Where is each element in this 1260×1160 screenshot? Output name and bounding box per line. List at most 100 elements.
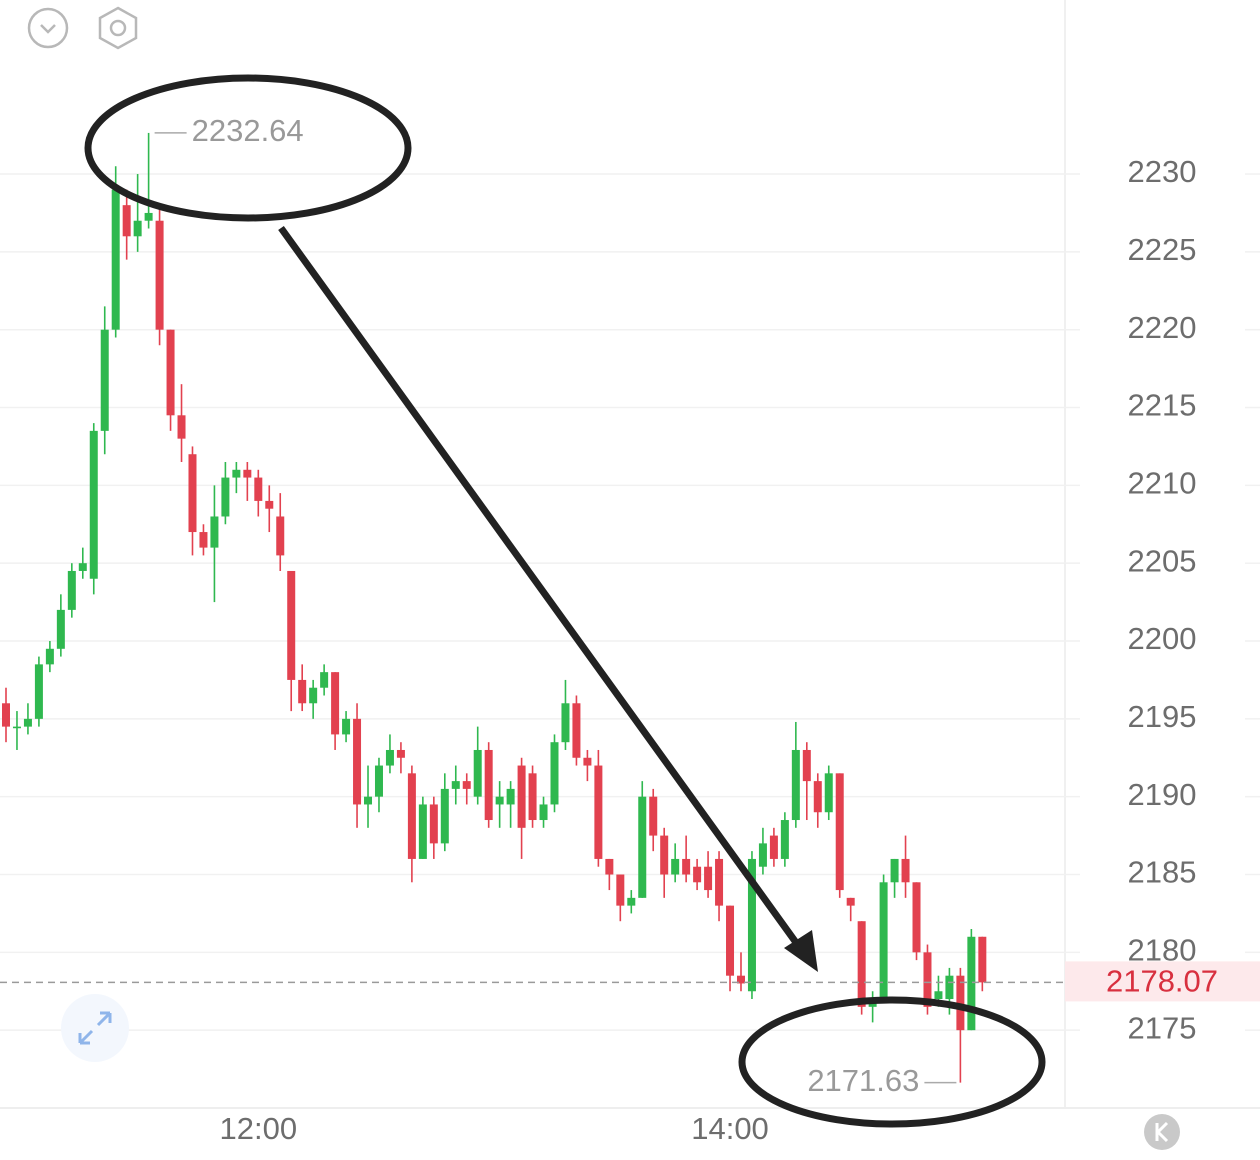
candle-body xyxy=(45,648,54,665)
collapse-icon[interactable] xyxy=(27,7,69,49)
candle-body xyxy=(726,905,735,976)
candle-body xyxy=(320,672,329,688)
candles xyxy=(2,132,987,1083)
y-tick-label: 2195 xyxy=(1128,699,1197,734)
candle-body xyxy=(34,664,43,719)
candle-body xyxy=(495,796,504,805)
candle-body xyxy=(857,921,866,1007)
candle-body xyxy=(791,749,800,821)
candle-body xyxy=(660,835,669,875)
candle-body xyxy=(923,952,932,1007)
candle-body xyxy=(715,858,724,906)
expand-bg xyxy=(61,994,129,1062)
arrow-shaft xyxy=(278,225,808,958)
candle-body xyxy=(353,718,362,805)
candle-body xyxy=(802,749,811,782)
y-tick-label: 2205 xyxy=(1128,543,1197,578)
candle-body xyxy=(638,796,647,898)
candle-body xyxy=(473,749,482,797)
candle-body xyxy=(276,516,285,556)
candle-body xyxy=(594,765,603,859)
arrow-head xyxy=(784,930,818,972)
candle-body xyxy=(616,874,625,906)
candle-body xyxy=(967,936,976,1031)
chevron xyxy=(40,24,56,34)
candle-body xyxy=(309,687,318,704)
last-price-box xyxy=(1065,961,1260,1002)
annotations xyxy=(84,74,1046,1128)
candle-body xyxy=(67,570,76,610)
candle-body xyxy=(758,843,767,867)
y-tick-label: 2230 xyxy=(1128,154,1197,189)
candle-body xyxy=(671,858,680,875)
candle-body xyxy=(56,609,65,649)
candle-body xyxy=(824,773,833,813)
candle-body xyxy=(385,749,394,766)
high-marker-label: 2232.64 xyxy=(192,113,304,148)
candle-body xyxy=(210,516,219,548)
toolbar xyxy=(27,6,138,50)
candle-body xyxy=(704,866,713,891)
expand-icon xyxy=(78,1011,112,1045)
candle-body xyxy=(813,781,822,813)
expand-button[interactable] xyxy=(61,994,129,1062)
candle-body xyxy=(396,749,405,758)
candle-body xyxy=(440,788,449,844)
candle-body xyxy=(374,765,383,797)
candle-body xyxy=(78,563,87,571)
candle-body xyxy=(517,765,526,828)
candle-body xyxy=(780,820,789,859)
candle-body xyxy=(769,835,778,859)
k-icon xyxy=(1155,1121,1169,1143)
low-circle xyxy=(738,996,1046,1128)
candle-body xyxy=(23,718,32,727)
candle-body xyxy=(846,897,855,906)
candle-body xyxy=(484,749,493,821)
candle-body xyxy=(561,703,570,743)
candle-body xyxy=(2,703,10,727)
candle-body xyxy=(890,858,899,883)
candle-body xyxy=(956,975,965,1031)
candle-body xyxy=(111,189,120,330)
candle-body xyxy=(287,570,296,680)
candle-body xyxy=(736,975,745,984)
candle-body xyxy=(429,804,438,844)
candle-body xyxy=(627,897,636,906)
y-tick-label: 2225 xyxy=(1128,232,1197,267)
candle-body xyxy=(693,866,702,883)
k-button[interactable] xyxy=(1144,1114,1180,1150)
candle-body xyxy=(232,469,241,478)
high-circle xyxy=(84,74,412,222)
candle-body xyxy=(364,796,373,805)
candle-body xyxy=(12,726,21,729)
candle-body xyxy=(342,718,351,735)
y-tick-label: 2190 xyxy=(1128,777,1197,812)
candle-body xyxy=(331,672,340,735)
candle-body xyxy=(133,220,142,237)
candle-body xyxy=(144,212,153,221)
candle-body xyxy=(835,773,844,891)
y-tick-label: 2210 xyxy=(1128,466,1197,501)
candle-body xyxy=(155,220,164,330)
candle-body xyxy=(583,757,592,766)
candle-body xyxy=(221,477,230,517)
candle-body xyxy=(407,773,416,859)
settings-icon[interactable] xyxy=(98,6,138,50)
candle-body xyxy=(605,858,614,875)
settings-dot xyxy=(109,19,127,37)
candle-body xyxy=(177,415,186,439)
low-marker-label: 2171.63 xyxy=(807,1063,919,1098)
candle-body xyxy=(572,703,581,758)
candle-body xyxy=(199,532,208,548)
candle-body xyxy=(89,430,98,579)
candle-body xyxy=(682,858,691,875)
candle-body xyxy=(418,804,427,859)
candle-body xyxy=(188,454,197,533)
y-tick-label: 2200 xyxy=(1128,621,1197,656)
candle-body xyxy=(901,858,910,883)
candle-body xyxy=(265,500,274,509)
x-tick-label: 14:00 xyxy=(691,1111,769,1146)
candle-body xyxy=(451,781,460,789)
